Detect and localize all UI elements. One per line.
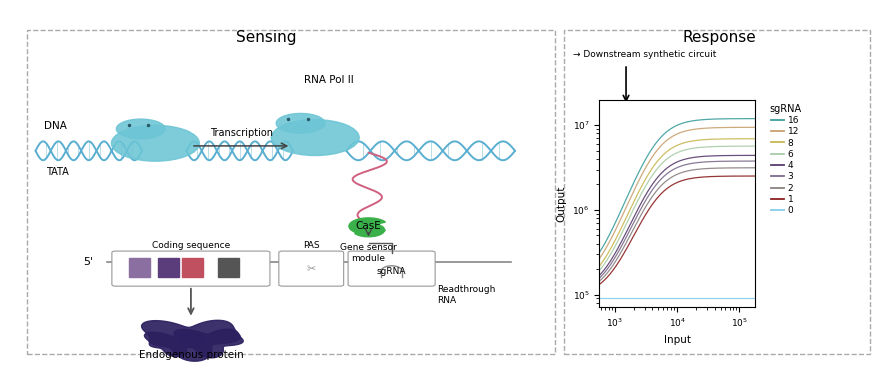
Bar — [218, 258, 239, 277]
Text: Sensing: Sensing — [236, 30, 297, 45]
Y-axis label: Output: Output — [557, 185, 567, 222]
Wedge shape — [354, 223, 385, 237]
Text: sgRNA: sgRNA — [377, 267, 407, 276]
Bar — [129, 258, 150, 277]
Text: Transcription: Transcription — [210, 127, 273, 138]
Ellipse shape — [116, 119, 165, 139]
Text: CasE: CasE — [356, 221, 381, 231]
Polygon shape — [145, 332, 203, 357]
Text: PAS: PAS — [304, 241, 320, 250]
Ellipse shape — [276, 113, 325, 133]
Ellipse shape — [271, 120, 359, 155]
Text: → Downstream synthetic circuit: → Downstream synthetic circuit — [573, 50, 716, 59]
Bar — [27, 30, 555, 354]
Text: DNA: DNA — [44, 121, 67, 131]
Bar — [182, 258, 203, 277]
FancyBboxPatch shape — [112, 251, 270, 286]
Text: TATA: TATA — [46, 167, 69, 176]
FancyBboxPatch shape — [279, 251, 344, 286]
Text: Endogenous protein: Endogenous protein — [139, 350, 243, 360]
Wedge shape — [349, 218, 385, 234]
Text: ✂: ✂ — [307, 265, 316, 274]
Text: Readthrough
RNA: Readthrough RNA — [437, 285, 496, 305]
Bar — [158, 258, 179, 277]
FancyBboxPatch shape — [348, 251, 435, 286]
Text: Coding sequence: Coding sequence — [152, 241, 230, 250]
Text: Response: Response — [682, 30, 757, 45]
Polygon shape — [141, 320, 241, 361]
Bar — [564, 30, 870, 354]
Legend: 16, 12, 8, 6, 4, 3, 2, 1, 0: 16, 12, 8, 6, 4, 3, 2, 1, 0 — [765, 100, 805, 219]
Ellipse shape — [111, 125, 199, 161]
Text: RNA Pol II: RNA Pol II — [304, 75, 353, 85]
X-axis label: Input: Input — [663, 335, 691, 345]
Polygon shape — [174, 329, 243, 358]
Text: Gene sensor
module: Gene sensor module — [340, 243, 397, 263]
Text: 5': 5' — [83, 257, 93, 267]
